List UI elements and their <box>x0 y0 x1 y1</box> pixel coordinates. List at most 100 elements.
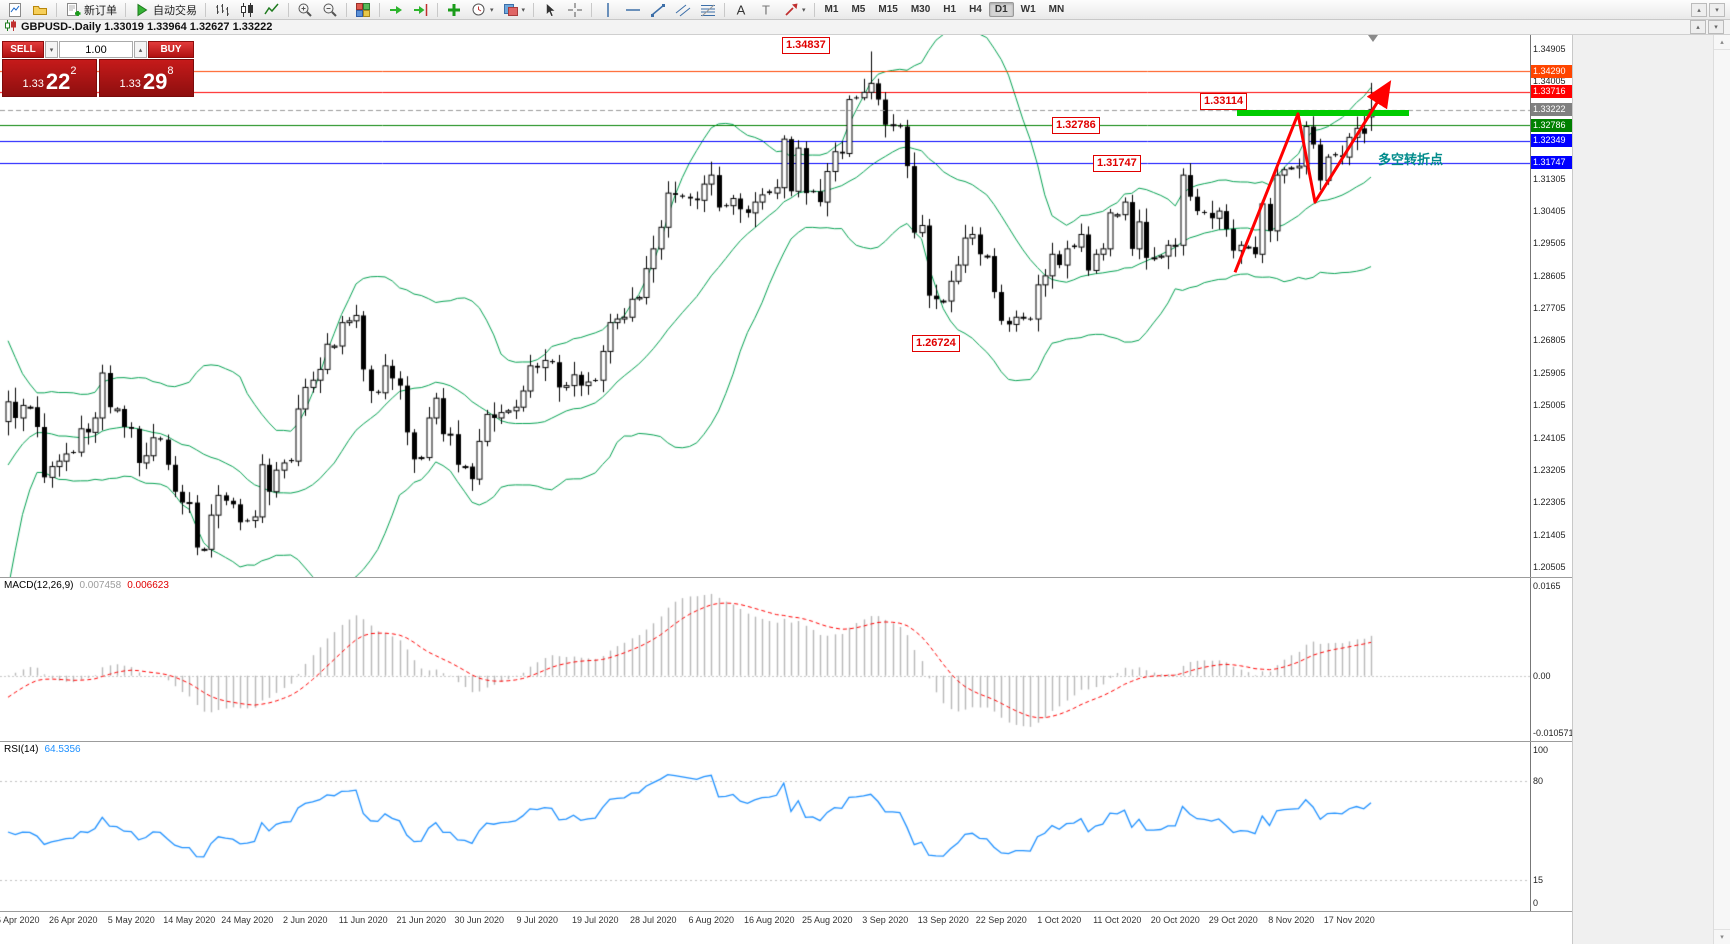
price-annotation-label[interactable]: 1.33114 <box>1200 93 1247 110</box>
price-axis-tick: 1.21405 <box>1533 530 1566 540</box>
arrows-button[interactable]: ▾ <box>779 0 810 20</box>
chart-title-bar: GBPUSD-.Daily 1.33019 1.33964 1.32627 1.… <box>0 20 1730 35</box>
price-axis-tick: 1.31305 <box>1533 174 1566 184</box>
price-axis-tick: 1.22305 <box>1533 497 1566 507</box>
title-scroll-down-button[interactable]: ▾ <box>1708 20 1724 34</box>
volume-input[interactable]: 1.00 <box>59 41 133 58</box>
time-axis-label: 16 Apr 2020 <box>0 915 40 925</box>
time-axis-label: 28 Jul 2020 <box>630 915 677 925</box>
zoom-in-button[interactable] <box>293 0 317 20</box>
scroll-up-button[interactable]: ▴ <box>1714 35 1730 50</box>
profiles-button[interactable] <box>28 0 52 20</box>
toolbar-separator <box>814 3 815 17</box>
rsi-axis-tick: 80 <box>1533 776 1543 786</box>
vertical-line-button[interactable] <box>596 0 620 20</box>
autotrading-button[interactable]: 自动交易 <box>130 0 201 20</box>
bar-chart-button[interactable] <box>210 0 234 20</box>
autotrading-label: 自动交易 <box>153 2 197 18</box>
volume-dropdown-button[interactable]: ▾ <box>45 41 58 58</box>
timeframe-h4-button[interactable]: H4 <box>963 2 988 17</box>
text-button[interactable]: A <box>729 0 753 20</box>
templates-caret-icon: ▾ <box>522 6 526 14</box>
time-axis-label: 9 Jul 2020 <box>516 915 558 925</box>
price-axis-tick: 1.26805 <box>1533 335 1566 345</box>
line-chart-button[interactable] <box>260 0 284 20</box>
price-annotation-label[interactable]: 1.26724 <box>912 335 960 352</box>
note-annotation[interactable]: 多空转折点 <box>1378 149 1443 168</box>
macd-axis-tick: 0.00 <box>1533 671 1551 681</box>
new-chart-button[interactable] <box>3 0 27 20</box>
toolbar-separator <box>724 3 725 17</box>
macd-main-value: 0.007458 <box>79 580 121 591</box>
auto-scroll-button[interactable] <box>384 0 408 20</box>
timeframe-m15-button[interactable]: M15 <box>872 2 903 17</box>
scroll-down-button[interactable]: ▾ <box>1714 929 1730 944</box>
time-axis-label: 2 Jun 2020 <box>283 915 328 925</box>
timeframe-h1-button[interactable]: H1 <box>937 2 962 17</box>
chart-shift-button[interactable] <box>409 0 433 20</box>
buy-button[interactable]: BUY <box>148 41 194 58</box>
time-axis-label: 19 Jul 2020 <box>572 915 619 925</box>
macd-axis: 0.01650.00-0.010571 <box>1530 578 1572 741</box>
horizontal-line-button[interactable] <box>621 0 645 20</box>
trendline-button[interactable] <box>646 0 670 20</box>
time-axis-label: 1 Oct 2020 <box>1037 915 1081 925</box>
sell-button[interactable]: SELL <box>2 41 44 58</box>
macd-signal-value: 0.006623 <box>127 580 169 591</box>
price-axis: 1.349051.340051.313051.304051.295051.286… <box>1530 35 1572 577</box>
text-label-button[interactable]: T <box>754 0 778 20</box>
new-order-button[interactable]: 新订单 <box>61 0 121 20</box>
macd-label: MACD(12,26,9) <box>4 580 73 591</box>
rsi-axis-tick: 0 <box>1533 898 1538 908</box>
cursor-button[interactable] <box>538 0 562 20</box>
timeframe-w1-button[interactable]: W1 <box>1015 2 1042 17</box>
sell-price-point: 2 <box>70 66 76 77</box>
toolbar-separator <box>346 3 347 17</box>
rsi-header: RSI(14) 64.5356 <box>4 744 81 755</box>
chart-shift-marker[interactable] <box>1368 35 1378 42</box>
timeframe-mn-button[interactable]: MN <box>1043 2 1071 17</box>
buy-price-button[interactable]: 1.33298 <box>99 59 194 97</box>
toolbar-separator <box>125 3 126 17</box>
price-axis-tick: 1.24105 <box>1533 433 1566 443</box>
sell-price-button[interactable]: 1.33222 <box>2 59 97 97</box>
price-level-tag: 1.32349 <box>1531 134 1572 147</box>
price-level-tag: 1.33716 <box>1531 85 1572 98</box>
price-annotation-label[interactable]: 1.32786 <box>1052 117 1100 134</box>
templates-button[interactable]: ▾ <box>499 0 530 20</box>
time-axis-label: 8 Nov 2020 <box>1268 915 1314 925</box>
toolbar-right-controls: ▴ ▾ <box>1691 3 1727 17</box>
crosshair-button[interactable] <box>563 0 587 20</box>
price-chart-panel: SELL ▾ 1.00 ▴ BUY 1.33222 1.33298 <box>0 35 1572 577</box>
toolbar-scroll-up-button[interactable]: ▴ <box>1691 3 1707 17</box>
macd-canvas[interactable] <box>0 578 1530 741</box>
timeframe-m30-button[interactable]: M30 <box>905 2 936 17</box>
timeframe-m1-button[interactable]: M1 <box>819 2 845 17</box>
timeframe-m5-button[interactable]: M5 <box>845 2 871 17</box>
rsi-canvas[interactable] <box>0 742 1530 911</box>
price-annotation-label[interactable]: 1.31747 <box>1093 155 1141 172</box>
timeframe-d1-button[interactable]: D1 <box>989 2 1014 17</box>
time-axis-label: 30 Jun 2020 <box>454 915 504 925</box>
chart-title: GBPUSD-.Daily 1.33019 1.33964 1.32627 1.… <box>21 21 272 33</box>
toolbar-separator <box>288 3 289 17</box>
equidistant-channel-button[interactable] <box>671 0 695 20</box>
chart-window: SELL ▾ 1.00 ▴ BUY 1.33222 1.33298 <box>0 35 1572 944</box>
periods-button[interactable]: ▾ <box>467 0 498 20</box>
volume-stepper-button[interactable]: ▴ <box>134 41 147 58</box>
time-axis-label: 3 Sep 2020 <box>862 915 908 925</box>
vertical-scrollbar[interactable]: ▴ ▾ <box>1713 35 1730 944</box>
toolbar-separator <box>591 3 592 17</box>
support-zone-bar[interactable] <box>1237 110 1409 116</box>
candlestick-chart-button[interactable] <box>235 0 259 20</box>
new-order-label: 新订单 <box>84 2 117 18</box>
fibonacci-button[interactable] <box>696 0 720 20</box>
tile-windows-button[interactable] <box>351 0 375 20</box>
zoom-out-button[interactable] <box>318 0 342 20</box>
title-scroll-up-button[interactable]: ▴ <box>1690 20 1706 34</box>
price-axis-tick: 1.30405 <box>1533 206 1566 216</box>
price-annotation-label[interactable]: 1.34837 <box>782 37 830 54</box>
indicators-button[interactable] <box>442 0 466 20</box>
toolbar-scroll-down-button[interactable]: ▾ <box>1709 3 1725 17</box>
price-axis-tick: 1.25905 <box>1533 368 1566 378</box>
